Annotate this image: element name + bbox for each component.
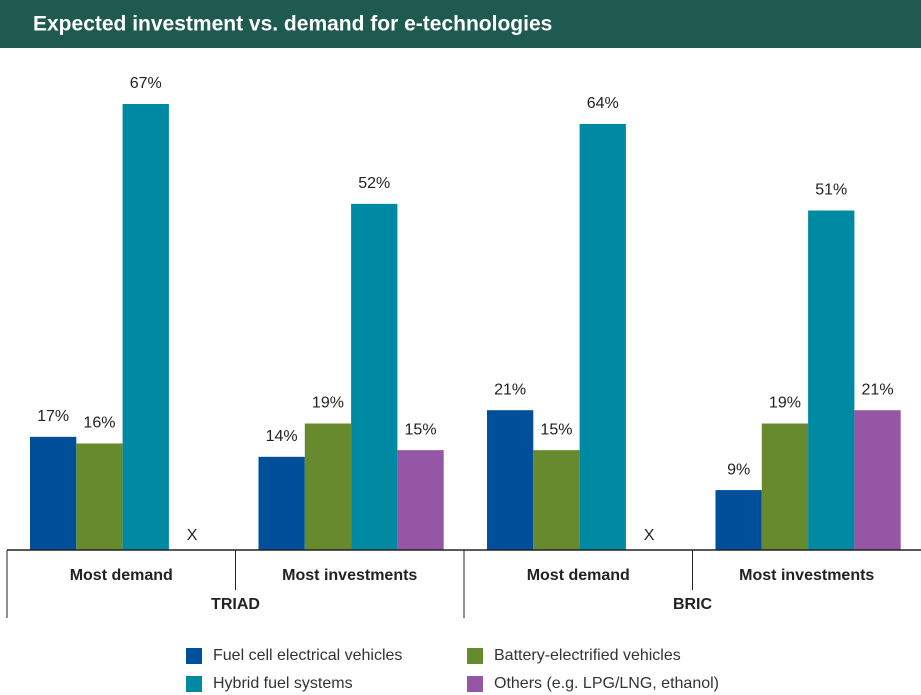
value-label: 19%: [312, 395, 344, 412]
value-label: X: [187, 527, 198, 544]
category-label: Most investments: [282, 567, 417, 584]
legend-text: Battery-electrified vehicles: [494, 647, 681, 664]
bar: [351, 203, 398, 550]
bar: [76, 443, 123, 550]
category-label: Most demand: [70, 567, 173, 584]
value-label: X: [644, 527, 655, 544]
category-label: Most investments: [739, 567, 874, 584]
value-label: 21%: [494, 381, 526, 398]
bar: [397, 450, 444, 550]
legend-swatch: [186, 676, 202, 692]
group-label: TRIAD: [211, 596, 260, 613]
legend-text: Others (e.g. LPG/LNG, ethanol): [494, 675, 719, 692]
value-label: 17%: [37, 408, 69, 425]
legend-text: Fuel cell electrical vehicles: [213, 647, 402, 664]
bar: [258, 456, 305, 550]
bar: [487, 410, 534, 550]
legend-swatch: [467, 648, 483, 664]
value-label: 19%: [769, 395, 801, 412]
bar: [30, 436, 77, 550]
chart-title: Expected investment vs. demand for e-tec…: [33, 13, 552, 36]
category-label: Most demand: [527, 567, 630, 584]
value-label: 21%: [862, 381, 894, 398]
value-label: 14%: [266, 428, 298, 445]
legend-swatch: [186, 648, 202, 664]
value-label: 52%: [358, 175, 390, 192]
value-label: 67%: [130, 75, 162, 92]
value-label: 64%: [587, 95, 619, 112]
value-label: 15%: [405, 421, 437, 438]
value-label: 15%: [540, 421, 572, 438]
bar: [854, 410, 901, 550]
value-label: 16%: [83, 415, 115, 432]
header-bar: [0, 0, 921, 48]
value-label: 9%: [727, 461, 750, 478]
bar: [304, 423, 352, 550]
legend-swatch: [467, 676, 483, 692]
value-label: 51%: [815, 182, 847, 199]
bar: [715, 490, 762, 550]
bar: [808, 210, 855, 551]
bar: [761, 423, 809, 550]
bar: [579, 123, 626, 550]
bar: [122, 104, 169, 550]
bar: [533, 450, 580, 550]
group-label: BRIC: [673, 596, 713, 613]
legend-text: Hybrid fuel systems: [213, 675, 353, 692]
